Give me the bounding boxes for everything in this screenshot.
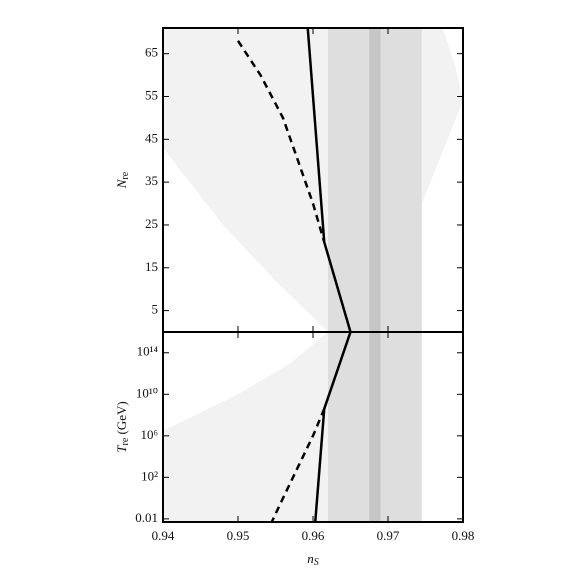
y-tick-label: 10²: [141, 468, 158, 483]
line-series: [306, 28, 352, 332]
y-label-main: T: [114, 445, 129, 453]
y-tick-label: 15: [145, 259, 158, 274]
x-tick-label: 0.95: [227, 528, 250, 543]
y-label-sub: re: [120, 437, 131, 445]
x-tick-label: 0.96: [302, 528, 325, 543]
y-label-unit: (GeV): [114, 401, 129, 437]
band: [369, 28, 381, 332]
y-label-main: N: [114, 178, 129, 189]
y-tick-label: 5: [152, 302, 159, 317]
line-series: [270, 408, 326, 522]
x-tick-label: 0.94: [152, 528, 175, 543]
x-axis-label: nS: [307, 551, 319, 568]
y-tick-label: 65: [145, 45, 158, 60]
x-tick-label: 0.97: [377, 528, 400, 543]
y-tick-label: 35: [145, 173, 158, 188]
y-axis-label: Tre (GeV): [114, 401, 131, 452]
y-tick-label: 0.01: [135, 510, 158, 525]
y-tick-label: 25: [145, 216, 158, 231]
y-tick-label: 45: [145, 130, 158, 145]
y-tick-label: 10¹⁴: [137, 344, 159, 359]
band: [369, 332, 381, 522]
x-tick-label: 0.98: [452, 528, 475, 543]
x-label-sub: S: [314, 557, 319, 568]
y-tick-label: 55: [145, 87, 158, 102]
plot-area: [163, 332, 422, 522]
y-tick-label: 10¹⁰: [136, 385, 158, 400]
plot-area: [163, 28, 463, 332]
shaded-region: [163, 332, 328, 522]
line-series: [236, 40, 326, 243]
y-tick-label: 10⁶: [140, 427, 158, 442]
y-axis-label: Nre: [114, 171, 131, 189]
y-label-sub: re: [120, 171, 131, 179]
x-label-main: n: [307, 551, 314, 566]
